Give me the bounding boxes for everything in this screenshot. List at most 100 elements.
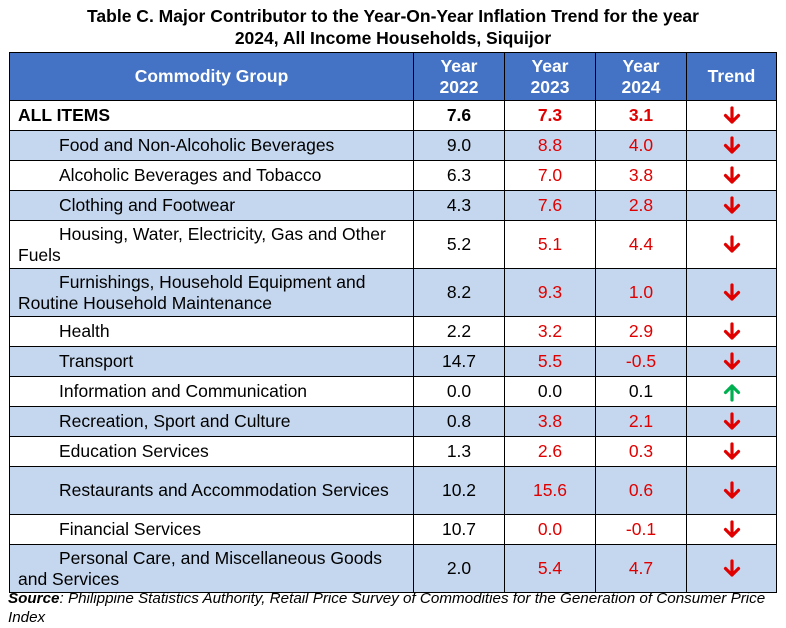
value-2024-cell: 0.1 — [595, 376, 687, 407]
down-arrow-icon — [723, 322, 740, 340]
trend-cell — [686, 436, 777, 467]
value-2022-cell: 1.3 — [413, 436, 505, 467]
table-row: Housing, Water, Electricity, Gas and Oth… — [9, 220, 777, 269]
source-label: Source — [8, 590, 60, 607]
value-2022-cell: 6.3 — [413, 160, 505, 191]
down-arrow-icon — [723, 352, 740, 370]
value-2022-cell: 0.8 — [413, 406, 505, 437]
trend-cell — [686, 544, 777, 593]
value-2024-cell: -0.1 — [595, 514, 687, 545]
trend-cell — [686, 466, 777, 515]
value-2023-cell: 3.2 — [504, 316, 596, 347]
table-row: Food and Non-Alcoholic Beverages 9.0 8.8… — [9, 130, 777, 161]
value-2022-cell: 7.6 — [413, 100, 505, 131]
trend-cell — [686, 406, 777, 437]
value-2024-cell: 4.4 — [595, 220, 687, 269]
down-arrow-icon — [723, 136, 740, 154]
table-row: Recreation, Sport and Culture 0.8 3.8 2.… — [9, 406, 777, 437]
trend-cell — [686, 220, 777, 269]
header-year-label: Year — [622, 55, 660, 76]
header-year-value: 2024 — [621, 76, 661, 97]
value-2022-cell: 2.0 — [413, 544, 505, 593]
up-arrow-icon — [723, 384, 740, 402]
commodity-group-cell: Recreation, Sport and Culture — [9, 406, 414, 437]
source-note: Source: Philippine Statistics Authority,… — [8, 589, 778, 627]
table-row: Restaurants and Accommodation Services 1… — [9, 466, 777, 515]
value-2023-cell: 7.6 — [504, 190, 596, 221]
value-2024-cell: 2.9 — [595, 316, 687, 347]
table-row: ALL ITEMS 7.6 7.3 3.1 — [9, 100, 777, 131]
down-arrow-icon — [723, 481, 740, 499]
commodity-group-cell: Information and Communication — [9, 376, 414, 407]
value-2023-cell: 15.6 — [504, 466, 596, 515]
table-header: Commodity Group Year 2022 Year 2023 Year… — [9, 52, 777, 101]
commodity-group-cell: Education Services — [9, 436, 414, 467]
value-2024-cell: 2.1 — [595, 406, 687, 437]
down-arrow-icon — [723, 106, 740, 124]
table-row: Clothing and Footwear 4.3 7.6 2.8 — [9, 190, 777, 221]
value-2023-cell: 7.0 — [504, 160, 596, 191]
table-row: Alcoholic Beverages and Tobacco 6.3 7.0 … — [9, 160, 777, 191]
inflation-table: Commodity Group Year 2022 Year 2023 Year… — [9, 52, 777, 593]
value-2023-cell: 5.4 — [504, 544, 596, 593]
down-arrow-icon — [723, 196, 740, 214]
trend-cell — [686, 346, 777, 377]
value-2024-cell: -0.5 — [595, 346, 687, 377]
value-2023-cell: 8.8 — [504, 130, 596, 161]
trend-cell — [686, 268, 777, 317]
header-year-2022: Year 2022 — [413, 52, 505, 101]
table-title: Table C. Major Contributor to the Year-O… — [0, 5, 786, 49]
header-year-2023: Year 2023 — [504, 52, 596, 101]
table-row: Personal Care, and Miscellaneous Goods a… — [9, 544, 777, 593]
commodity-group-cell: Financial Services — [9, 514, 414, 545]
value-2024-cell: 0.3 — [595, 436, 687, 467]
header-year-value: 2023 — [530, 76, 570, 97]
value-2022-cell: 5.2 — [413, 220, 505, 269]
down-arrow-icon — [723, 520, 740, 538]
down-arrow-icon — [723, 283, 740, 301]
value-2023-cell: 0.0 — [504, 514, 596, 545]
value-2024-cell: 1.0 — [595, 268, 687, 317]
table-row: Financial Services 10.7 0.0 -0.1 — [9, 514, 777, 545]
down-arrow-icon — [723, 442, 740, 460]
value-2022-cell: 14.7 — [413, 346, 505, 377]
header-trend: Trend — [686, 52, 777, 101]
value-2023-cell: 9.3 — [504, 268, 596, 317]
header-row: Commodity Group Year 2022 Year 2023 Year… — [9, 52, 777, 101]
value-2024-cell: 3.1 — [595, 100, 687, 131]
commodity-group-cell: Furnishings, Household Equipment and Rou… — [9, 268, 414, 317]
value-2022-cell: 8.2 — [413, 268, 505, 317]
table-row: Health 2.2 3.2 2.9 — [9, 316, 777, 347]
value-2022-cell: 10.2 — [413, 466, 505, 515]
commodity-group-cell: Housing, Water, Electricity, Gas and Oth… — [9, 220, 414, 269]
header-year-label: Year — [531, 55, 569, 76]
source-text: : Philippine Statistics Authority, Retai… — [8, 590, 766, 626]
value-2022-cell: 10.7 — [413, 514, 505, 545]
value-2023-cell: 3.8 — [504, 406, 596, 437]
value-2022-cell: 9.0 — [413, 130, 505, 161]
trend-cell — [686, 316, 777, 347]
table-row: Transport 14.7 5.5 -0.5 — [9, 346, 777, 377]
trend-cell — [686, 514, 777, 545]
trend-cell — [686, 190, 777, 221]
table-title-line-2: 2024, All Income Households, Siquijor — [234, 28, 552, 48]
commodity-group-cell: Clothing and Footwear — [9, 190, 414, 221]
value-2024-cell: 4.0 — [595, 130, 687, 161]
down-arrow-icon — [723, 412, 740, 430]
commodity-group-cell: Food and Non-Alcoholic Beverages — [9, 130, 414, 161]
value-2023-cell: 5.5 — [504, 346, 596, 377]
header-year-value: 2022 — [439, 76, 479, 97]
down-arrow-icon — [723, 166, 740, 184]
value-2024-cell: 2.8 — [595, 190, 687, 221]
value-2023-cell: 5.1 — [504, 220, 596, 269]
value-2024-cell: 4.7 — [595, 544, 687, 593]
value-2022-cell: 0.0 — [413, 376, 505, 407]
value-2023-cell: 7.3 — [504, 100, 596, 131]
commodity-group-cell: Alcoholic Beverages and Tobacco — [9, 160, 414, 191]
table-row: Furnishings, Household Equipment and Rou… — [9, 268, 777, 317]
value-2022-cell: 4.3 — [413, 190, 505, 221]
table-body: ALL ITEMS 7.6 7.3 3.1 Food and Non-Alcoh… — [9, 100, 777, 593]
header-commodity-group: Commodity Group — [9, 52, 414, 101]
value-2024-cell: 0.6 — [595, 466, 687, 515]
header-year-label: Year — [440, 55, 478, 76]
